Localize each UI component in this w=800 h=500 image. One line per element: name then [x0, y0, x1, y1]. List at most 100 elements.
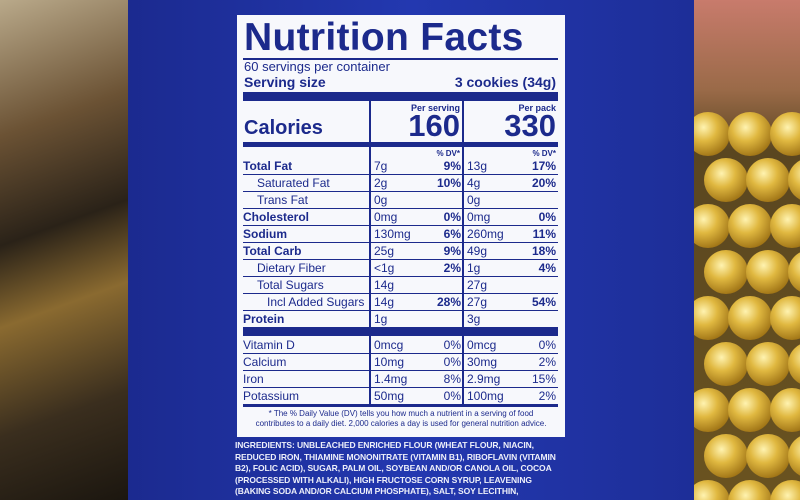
chocolate-sphere: [770, 480, 800, 500]
daily-value: 2%: [538, 389, 556, 403]
daily-value: 2%: [538, 355, 556, 369]
amount: 0mg: [467, 210, 491, 224]
chocolate-sphere: [728, 112, 772, 156]
serving-size-value: 3 cookies (34g): [454, 74, 556, 90]
daily-value: 0%: [443, 338, 461, 352]
row-rule: [243, 174, 558, 175]
chocolate-sphere: [770, 388, 800, 432]
amount: 0mcg: [467, 338, 497, 352]
amount: 0mcg: [374, 338, 404, 352]
calories-label: Calories: [244, 117, 323, 139]
amount: 130mg: [374, 227, 411, 241]
amount: 10mg: [374, 355, 405, 369]
amount: <1g: [374, 261, 395, 275]
daily-value: 4%: [538, 261, 556, 275]
row-rule: [243, 387, 558, 388]
amount: 1.4mg: [374, 372, 408, 386]
daily-value: 54%: [531, 295, 556, 309]
nutrient-row: Total Sugars 14g 27g: [243, 277, 558, 294]
chocolate-sphere: [788, 158, 800, 202]
nutrient-row: Total Fat 7g 9% 13g 17%: [243, 158, 558, 175]
daily-value: 2%: [443, 261, 461, 275]
daily-value: 9%: [443, 159, 461, 173]
daily-value: 0%: [538, 210, 556, 224]
chocolate-sphere: [770, 112, 800, 156]
row-rule: [243, 327, 558, 328]
thick-rule: [243, 92, 558, 101]
shelf-background: [0, 0, 130, 500]
shelf-background: [692, 0, 800, 500]
row-rule: [243, 310, 558, 311]
thick-rule: [243, 142, 558, 147]
chocolate-sphere: [770, 204, 800, 248]
daily-value: 9%: [443, 244, 461, 258]
rule: [243, 58, 558, 60]
daily-value: 10%: [436, 176, 461, 190]
nutrient-name: Cholesterol: [243, 210, 310, 224]
daily-value: 0%: [443, 210, 461, 224]
nutrient-name: Total Sugars: [257, 278, 324, 292]
label-title: Nutrition Facts: [244, 16, 524, 59]
row-rule: [243, 225, 558, 226]
daily-value: 0%: [443, 389, 461, 403]
row-rule: [243, 293, 558, 294]
amount: 49g: [467, 244, 488, 258]
nutrient-row: Saturated Fat 2g 10% 4g 20%: [243, 175, 558, 192]
chocolate-sphere: [704, 342, 748, 386]
nutrient-name: Potassium: [243, 389, 300, 403]
row-rule: [243, 208, 558, 209]
chocolate-sphere: [728, 296, 772, 340]
amount: 4g: [467, 176, 481, 190]
chocolate-sphere: [770, 296, 800, 340]
row-rule: [243, 259, 558, 260]
daily-value: 0%: [443, 355, 461, 369]
daily-value: 6%: [443, 227, 461, 241]
nutrient-row: Total Carb 25g 9% 49g 18%: [243, 243, 558, 260]
chocolate-sphere: [746, 250, 790, 294]
footnote: * The % Daily Value (DV) tells you how m…: [255, 409, 547, 428]
amount: 27g: [467, 295, 488, 309]
amount: 27g: [467, 278, 488, 292]
chocolate-sphere: [728, 480, 772, 500]
chocolate-sphere: [704, 434, 748, 478]
nutrient-name: Protein: [243, 312, 285, 326]
nutrient-row: Vitamin D 0mcg 0% 0mcg 0%: [243, 337, 558, 354]
dv-header: % DV*: [532, 149, 556, 158]
nutrient-name: Vitamin D: [243, 338, 295, 352]
row-rule: [243, 276, 558, 277]
row-rule: [243, 370, 558, 371]
serving-size-label: Serving size: [244, 74, 326, 90]
nutrient-name: Saturated Fat: [257, 176, 330, 190]
row-rule: [243, 191, 558, 192]
nutrient-name: Total Fat: [243, 159, 293, 173]
chocolate-sphere: [692, 480, 730, 500]
nutrient-row: Trans Fat 0g 0g: [243, 192, 558, 209]
nutrient-row: Incl Added Sugars 14g 28% 27g 54%: [243, 294, 558, 311]
chocolate-sphere: [788, 342, 800, 386]
chocolate-sphere: [692, 296, 730, 340]
nutrient-name: Dietary Fiber: [257, 261, 326, 275]
amount: 14g: [374, 278, 395, 292]
column-header: Per pack: [518, 103, 556, 113]
amount: 0g: [374, 193, 388, 207]
chocolate-sphere: [788, 250, 800, 294]
calories-value: 330: [504, 108, 556, 143]
row-rule: [243, 242, 558, 243]
chocolate-sphere: [746, 434, 790, 478]
row-rule: [243, 404, 558, 405]
chocolate-sphere: [704, 250, 748, 294]
amount: 0g: [467, 193, 481, 207]
amount: 50mg: [374, 389, 405, 403]
ingredients: INGREDIENTS: UNBLEACHED ENRICHED FLOUR (…: [235, 440, 556, 500]
chocolate-sphere: [704, 158, 748, 202]
daily-value: 17%: [531, 159, 556, 173]
amount: 3g: [467, 312, 481, 326]
amount: 260mg: [467, 227, 504, 241]
amount: 25g: [374, 244, 395, 258]
chocolate-sphere: [692, 112, 730, 156]
nutrient-name: Calcium: [243, 355, 287, 369]
amount: 0mg: [374, 210, 398, 224]
column-divider: [369, 101, 371, 405]
daily-value: 8%: [443, 372, 461, 386]
